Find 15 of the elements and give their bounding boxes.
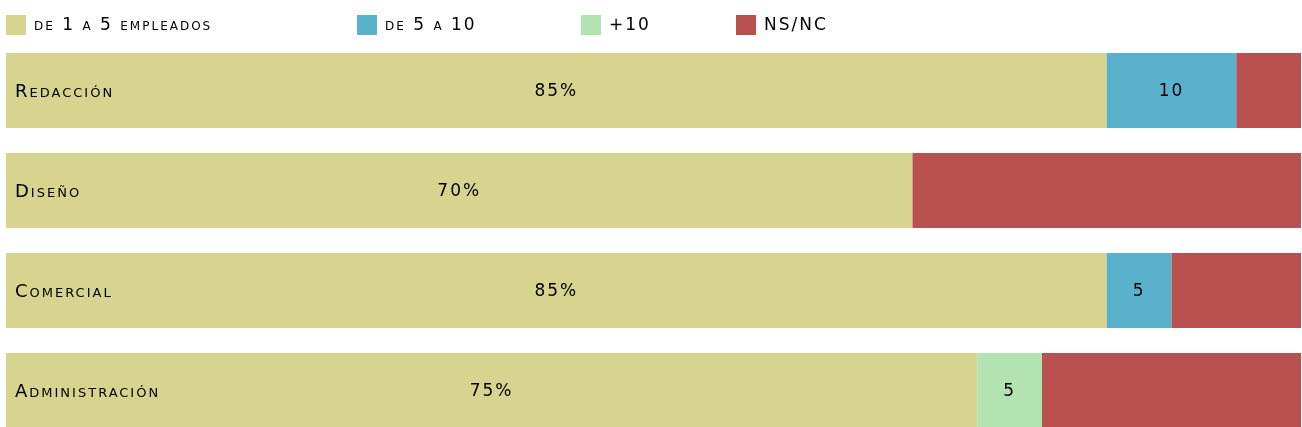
y-tick-label: Administración — [15, 379, 161, 401]
legend-label: +10 — [609, 13, 651, 34]
legend-label: NS/NC — [764, 13, 828, 34]
data-label: 10 — [1158, 80, 1185, 101]
y-tick-label: Redacción — [15, 79, 115, 101]
legend-label: de 1 a 5 empleados — [34, 13, 213, 34]
y-tick-label: Diseño — [15, 179, 82, 201]
legend-label: de 5 a 10 — [385, 13, 477, 34]
data-label: 85% — [534, 80, 579, 101]
data-label: 5 — [1003, 380, 1017, 401]
data-label: 70% — [437, 180, 482, 201]
data-label: 5 — [1132, 280, 1146, 301]
data-label: 75% — [469, 380, 514, 401]
y-tick-label: Comercial — [15, 279, 113, 301]
data-label: 85% — [534, 280, 579, 301]
